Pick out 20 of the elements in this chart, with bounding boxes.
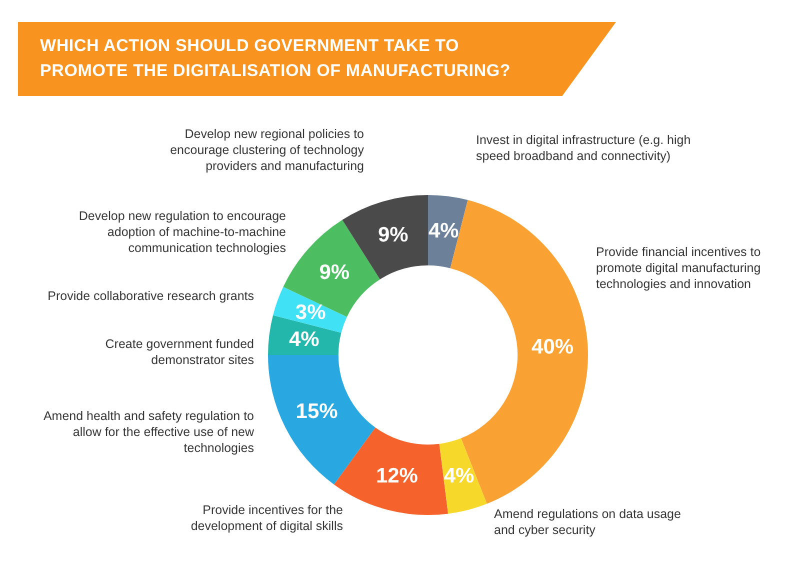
data-label: 12% bbox=[376, 464, 418, 488]
slice-label: Provide collaborative research grants bbox=[46, 288, 254, 304]
data-label: 15% bbox=[296, 400, 338, 424]
donut-slice bbox=[268, 355, 376, 484]
data-label: 4% bbox=[444, 464, 475, 488]
data-label: 9% bbox=[378, 224, 409, 247]
data-label: 3% bbox=[295, 301, 326, 324]
slice-label: Amend regulations on data usage and cyber security bbox=[494, 506, 682, 538]
slice-label: Provide financial incentives to promote digital manufacturing technologies and innovation bbox=[596, 244, 762, 292]
slice-label: Develop new regulation to encourage adoption of machine-to-machine communication technologies bbox=[78, 208, 286, 256]
slice-label: Amend health and safety regulation to allow for the effective use of new technologies bbox=[42, 408, 254, 456]
chart-title: WHICH ACTION SHOULD GOVERNMENT TAKE TO PROMOTE THE DIGITALISATION OF MANUFACTURING? bbox=[40, 35, 512, 82]
data-label: 40% bbox=[532, 336, 574, 359]
data-label: 4% bbox=[428, 220, 460, 243]
slice-label: Provide incentives for the development of digital skills bbox=[190, 502, 343, 534]
slice-label: Create government funded demonstrator sites bbox=[104, 336, 254, 368]
data-label: 9% bbox=[319, 260, 350, 284]
slice-label: Invest in digital infrastructure (e.g. high speed broadband and connectivity) bbox=[476, 132, 692, 164]
data-label: 4% bbox=[289, 328, 320, 351]
slice-label: Develop new regional policies to encourage clustering of technology providers and manufacturing bbox=[169, 126, 364, 174]
